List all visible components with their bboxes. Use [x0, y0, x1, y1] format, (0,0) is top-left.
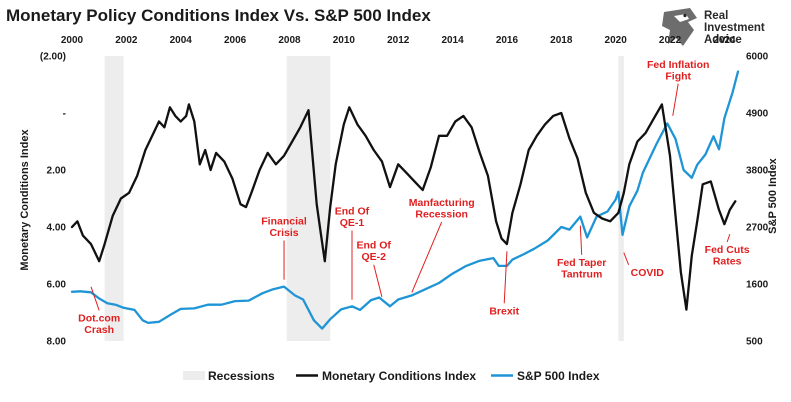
- left-axis-label: Monetary Conditions Index: [19, 129, 31, 271]
- annotation-pointer-3: [373, 264, 383, 297]
- x-tick-label: 2000: [61, 35, 84, 46]
- series-line-sp500: [70, 70, 740, 330]
- legend-label-sp500: S&P 500 Index: [517, 369, 600, 383]
- x-tick-label: 2006: [224, 35, 247, 46]
- annotation-pointer-9: [726, 233, 731, 243]
- annotation-label: End Of: [335, 206, 370, 218]
- logo-text-line-2: Investment: [704, 22, 765, 34]
- x-tick-label: 2004: [170, 35, 193, 46]
- annotation-label: Fed Cuts: [705, 244, 750, 256]
- recession-band-1: [286, 56, 331, 341]
- legend-swatch-recessions: [183, 371, 205, 380]
- annotation-pointer-5: [503, 251, 508, 304]
- annotation-label: Fed Taper: [557, 257, 606, 269]
- x-tick-label: 2016: [496, 35, 519, 46]
- series-line-monetary-index: [70, 103, 737, 311]
- legend-label-recessions: Recessions: [208, 369, 275, 383]
- left-y-tick-label: 2.00: [47, 166, 67, 177]
- x-tick-label: 2022: [659, 35, 682, 46]
- annotation-label: Fed Inflation: [647, 59, 709, 71]
- right-y-tick-label: 3800: [746, 166, 769, 177]
- x-tick-label: 2002: [115, 35, 138, 46]
- annotation-pointer-7: [623, 252, 630, 266]
- annotation-label: Manfacturing: [409, 197, 475, 209]
- right-y-tick-label: 4900: [746, 109, 769, 120]
- left-y-tick-label: -: [63, 109, 66, 120]
- logo-text-line-3: Advice: [704, 34, 742, 46]
- right-axis-label: S&P 500 Index: [767, 157, 779, 233]
- eagle-logo-icon: [662, 8, 697, 46]
- right-y-axis-ticks: 500 1600 2700 3800 4900 6000: [746, 52, 769, 348]
- annotation-label: Fight: [665, 70, 691, 82]
- right-y-tick-label: 6000: [746, 52, 769, 63]
- x-tick-label: 2014: [441, 35, 464, 46]
- x-tick-label: 2024: [713, 35, 736, 46]
- annotation-label: Crash: [84, 324, 114, 336]
- x-tick-label: 2020: [605, 35, 628, 46]
- annotation-label: Financial: [261, 216, 307, 228]
- annotation-label: QE-1: [340, 217, 365, 229]
- x-tick-label: 2012: [387, 35, 410, 46]
- left-y-tick-label: 6.00: [47, 280, 67, 291]
- annotation-label: Brexit: [489, 305, 519, 317]
- x-axis-ticks: 2000 2002 2004 2006 2008 2010 2012 2014 2016 2018…: [61, 35, 736, 46]
- annotation-pointer-4: [411, 221, 443, 293]
- legend-label-monetary-index: Monetary Conditions Index: [322, 369, 476, 383]
- x-tick-label: 2010: [333, 35, 356, 46]
- chart-title: Monetary Policy Conditions Index Vs. S&P…: [6, 6, 431, 25]
- series-lines: [70, 70, 740, 330]
- logo-text-line-1: Real: [704, 10, 728, 22]
- annotation-label: Tantrum: [561, 268, 602, 280]
- left-y-tick-label: (2.00): [40, 52, 66, 63]
- x-tick-label: 2018: [550, 35, 573, 46]
- left-y-tick-label: 8.00: [47, 337, 67, 348]
- annotation-label: Recession: [415, 208, 468, 220]
- left-y-axis-ticks: (2.00) - 2.00 4.00 6.00 8.00: [40, 52, 67, 348]
- annotation-pointer-0: [90, 286, 100, 311]
- x-tick-label: 2008: [278, 35, 301, 46]
- annotation-pointer-6: [579, 225, 583, 255]
- right-y-tick-label: 500: [746, 337, 763, 348]
- left-y-tick-label: 4.00: [47, 223, 67, 234]
- right-y-tick-label: 2700: [746, 223, 769, 234]
- annotation-label: Crisis: [269, 227, 298, 239]
- recession-band-0: [104, 56, 124, 341]
- annotation-label: Rates: [713, 256, 742, 268]
- legend: Recessions Monetary Conditions Index S&P…: [183, 369, 600, 383]
- annotation-label: COVID: [631, 267, 665, 279]
- annotation-pointer-8: [672, 83, 679, 116]
- annotation-label: End Of: [357, 240, 392, 252]
- right-y-tick-label: 1600: [746, 280, 769, 291]
- annotation-label: QE-2: [361, 251, 386, 263]
- brand-logo: Real Investment Advice: [662, 8, 765, 46]
- annotation-label: Dot.com: [78, 312, 120, 324]
